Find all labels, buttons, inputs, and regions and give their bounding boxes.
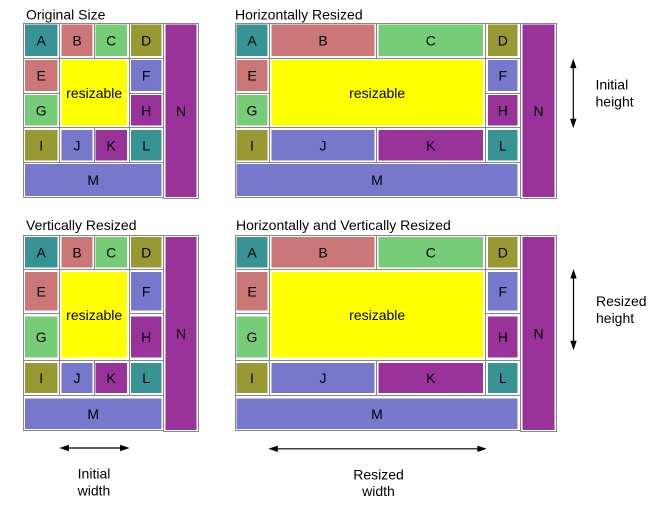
svg-text:A: A — [37, 32, 47, 48]
svg-text:I: I — [250, 370, 254, 386]
svg-text:D: D — [498, 244, 508, 260]
svg-text:K: K — [426, 137, 436, 153]
svg-text:B: B — [318, 244, 327, 260]
svg-text:Resized: Resized — [596, 293, 647, 309]
svg-text:Original Size: Original Size — [26, 7, 106, 23]
svg-text:C: C — [106, 244, 116, 260]
svg-text:B: B — [318, 32, 327, 48]
svg-text:E: E — [37, 68, 46, 84]
svg-text:resizable: resizable — [66, 85, 122, 101]
svg-text:Resized: Resized — [353, 466, 404, 482]
svg-text:Horizontally and Vertically Re: Horizontally and Vertically Resized — [236, 217, 451, 233]
svg-text:L: L — [142, 370, 150, 386]
svg-text:L: L — [142, 137, 150, 153]
svg-text:G: G — [36, 329, 47, 345]
svg-text:A: A — [247, 32, 257, 48]
svg-text:J: J — [320, 137, 327, 153]
svg-text:D: D — [141, 244, 151, 260]
svg-text:width: width — [77, 482, 111, 498]
svg-text:F: F — [142, 68, 151, 84]
svg-text:B: B — [72, 244, 81, 260]
svg-text:E: E — [247, 68, 256, 84]
svg-text:height: height — [596, 310, 634, 326]
svg-text:E: E — [247, 283, 256, 299]
svg-text:N: N — [176, 103, 186, 119]
svg-text:I: I — [250, 137, 254, 153]
svg-text:C: C — [426, 244, 436, 260]
svg-text:M: M — [371, 172, 383, 188]
svg-text:Vertically Resized: Vertically Resized — [26, 217, 137, 233]
svg-text:G: G — [247, 102, 258, 118]
svg-text:G: G — [36, 102, 47, 118]
svg-text:H: H — [498, 102, 508, 118]
svg-text:F: F — [142, 283, 151, 299]
svg-text:height: height — [596, 93, 634, 109]
svg-text:L: L — [499, 370, 507, 386]
svg-text:K: K — [426, 370, 436, 386]
svg-text:E: E — [37, 283, 46, 299]
svg-text:I: I — [39, 370, 43, 386]
svg-text:D: D — [498, 32, 508, 48]
svg-text:G: G — [247, 329, 258, 345]
svg-text:K: K — [107, 137, 117, 153]
svg-text:B: B — [72, 32, 81, 48]
svg-text:M: M — [371, 406, 383, 422]
svg-text:D: D — [141, 32, 151, 48]
svg-text:J: J — [74, 137, 81, 153]
svg-text:M: M — [87, 172, 99, 188]
svg-text:M: M — [87, 406, 99, 422]
svg-text:N: N — [533, 326, 543, 342]
svg-text:L: L — [499, 137, 507, 153]
svg-text:N: N — [533, 103, 543, 119]
svg-text:width: width — [361, 483, 395, 499]
svg-text:F: F — [499, 68, 508, 84]
svg-text:resizable: resizable — [66, 307, 122, 323]
svg-text:Initial: Initial — [78, 466, 111, 482]
svg-text:resizable: resizable — [349, 85, 405, 101]
svg-text:H: H — [141, 102, 151, 118]
svg-text:Initial: Initial — [596, 76, 629, 92]
svg-text:F: F — [499, 283, 508, 299]
svg-text:J: J — [320, 370, 327, 386]
svg-text:H: H — [141, 329, 151, 345]
svg-text:A: A — [247, 244, 257, 260]
svg-text:A: A — [37, 244, 47, 260]
svg-text:resizable: resizable — [349, 307, 405, 323]
svg-text:Horizontally Resized: Horizontally Resized — [235, 7, 363, 23]
svg-text:H: H — [498, 329, 508, 345]
svg-text:I: I — [39, 137, 43, 153]
svg-text:J: J — [74, 370, 81, 386]
svg-text:K: K — [107, 370, 117, 386]
svg-text:C: C — [426, 32, 436, 48]
svg-text:C: C — [106, 32, 116, 48]
svg-text:N: N — [176, 326, 186, 342]
